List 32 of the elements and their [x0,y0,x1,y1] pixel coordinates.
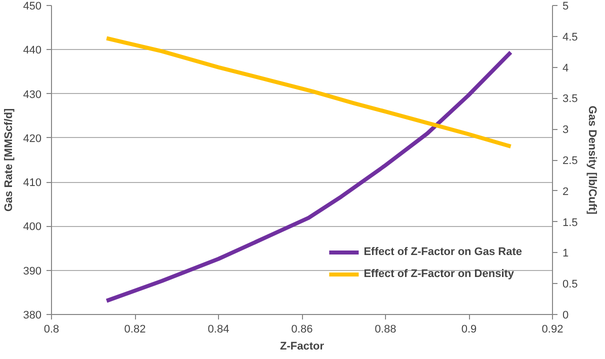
y2-tick-label: 0 [562,310,569,322]
y2-tick-label: 3.5 [562,93,578,106]
x-tick-label: 0.84 [208,324,230,336]
y-tick-label: 390 [23,265,42,278]
y-tick-label: 420 [23,132,42,145]
y2-tick-label: 3 [562,124,569,136]
y2-tick-label: 5 [562,0,569,12]
x-tick-label: 0.92 [542,324,564,336]
y2-tick-label: 1 [562,248,569,260]
y-tick-label: 430 [23,88,42,101]
x-tick-label: 0.8 [44,324,60,336]
y-axis-title: Gas Rate [MMScf/d] [3,108,16,212]
y2-tick-label: 4.5 [562,31,578,44]
line-series [104,36,513,148]
y2-tick-label: 0.5 [562,278,578,291]
y2-tick-label: 2 [562,186,569,198]
y-tick-label: 400 [23,221,42,234]
x-tick-label: 0.88 [374,324,396,336]
x-tick-label: 0.9 [461,324,477,336]
x-tick-label: 0.86 [291,324,313,336]
y-tick-label: 380 [23,310,42,322]
y-tick-label: 410 [23,177,42,190]
y-tick-label: 450 [23,0,42,12]
y2-tick-label: 2.5 [562,155,578,167]
x-tick-label: 0.82 [124,324,146,336]
y2-tick-label: 4 [562,62,569,74]
x-axis-title: Z-Factor [280,340,325,352]
y-tick-label: 440 [23,44,42,57]
legend-label: Effect of Z-Factor on Gas Rate [364,246,522,258]
y2-tick-label: 1.5 [562,216,578,229]
legend-label: Effect of Z-Factor on Density [364,268,514,280]
y2-axis-title: Gas Density [lb/Cuft] [586,106,598,215]
